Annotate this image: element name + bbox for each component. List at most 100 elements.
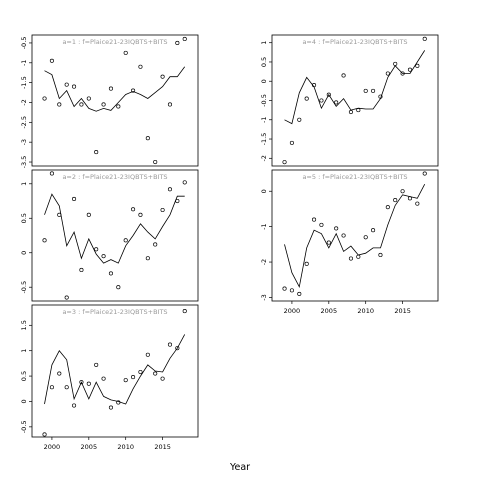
observed-point xyxy=(282,286,287,291)
y-tick-label: 0 xyxy=(260,79,268,83)
observed-point xyxy=(79,267,84,273)
observed-point xyxy=(304,261,309,266)
observed-point xyxy=(356,254,361,259)
observed-point xyxy=(64,385,69,390)
observed-point xyxy=(175,198,180,204)
x-tick-label: 2005 xyxy=(321,307,338,315)
panel-a2: a=2 : f=Plaice21-23IQBTS+BITS -0.5 0 0.5 1 xyxy=(20,169,199,302)
y-tick-label: -2 xyxy=(20,99,28,105)
observed-point xyxy=(341,73,346,78)
observed-point xyxy=(79,102,84,107)
observed-point xyxy=(289,288,294,293)
observed-point xyxy=(319,222,324,227)
observed-point xyxy=(175,346,180,351)
observed-point xyxy=(153,159,158,165)
observed-point xyxy=(42,432,47,437)
y-tick-label: 1 xyxy=(20,349,28,353)
fitted-line xyxy=(44,334,186,405)
observed-point xyxy=(356,108,361,113)
observed-point xyxy=(153,242,158,247)
y-tick-label: -0.5 xyxy=(20,421,28,434)
x-tick-label: 2010 xyxy=(117,443,134,451)
x-tick-label: 2015 xyxy=(154,443,171,451)
observed-point xyxy=(116,285,121,290)
observed-point xyxy=(167,342,173,347)
fitted-line xyxy=(44,66,186,112)
observed-point xyxy=(86,212,91,217)
observed-point xyxy=(57,371,62,376)
observed-point xyxy=(393,61,398,66)
observed-point xyxy=(108,405,113,410)
observed-point xyxy=(312,217,317,222)
observed-point xyxy=(94,150,99,155)
fitted-line xyxy=(284,50,426,125)
observed-point xyxy=(182,180,187,185)
observed-point xyxy=(131,207,136,212)
observed-point xyxy=(348,256,353,261)
observed-point xyxy=(101,254,106,259)
panel-title: a=4 : f=Plaice21-23IQBTS+BITS xyxy=(302,38,407,46)
observed-point xyxy=(385,71,390,76)
observed-point xyxy=(422,36,427,41)
observed-point xyxy=(145,352,150,357)
panel-a1: a=1 : f=Plaice21-23IQBTS+BITS -3.5 -3 -2.5 -… xyxy=(20,34,199,169)
observed-point xyxy=(378,94,383,99)
observed-point xyxy=(49,58,54,63)
observed-point xyxy=(182,309,187,314)
panel-frame xyxy=(271,34,439,167)
observed-point xyxy=(385,205,390,210)
y-tick-label: -0.5 xyxy=(20,281,28,294)
y-tick-label: 0.5 xyxy=(20,371,28,381)
observed-point xyxy=(182,36,187,42)
x-tick-label: 2005 xyxy=(81,443,98,451)
observed-point xyxy=(57,212,62,217)
y-tick-label: -3 xyxy=(20,139,28,145)
x-tick-label: 2015 xyxy=(394,307,411,315)
observed-point xyxy=(153,371,158,376)
observed-point xyxy=(289,140,294,145)
observed-point xyxy=(297,117,302,122)
observed-point xyxy=(415,63,420,68)
observed-point xyxy=(304,96,309,101)
observed-point xyxy=(326,240,331,245)
y-tick-label: -0.5 xyxy=(20,37,28,50)
observed-point xyxy=(407,196,413,201)
observed-point xyxy=(312,83,317,88)
y-tick-label: 0.5 xyxy=(260,57,268,67)
observed-point xyxy=(123,378,128,383)
observed-point xyxy=(297,291,302,296)
observed-point xyxy=(86,381,91,386)
panel-frame xyxy=(31,34,199,167)
x-tick-label: 2010 xyxy=(357,307,374,315)
observed-point xyxy=(363,235,368,240)
y-tick-label: -2 xyxy=(260,155,268,161)
observed-point xyxy=(42,238,47,243)
observed-point xyxy=(326,92,331,97)
y-tick-label: -2.5 xyxy=(20,116,28,129)
observed-point xyxy=(138,212,143,217)
y-tick-label: -3.5 xyxy=(20,156,28,169)
observed-point xyxy=(145,136,150,141)
observed-point xyxy=(407,67,413,72)
observed-point xyxy=(131,375,136,380)
observed-point xyxy=(42,96,47,101)
y-tick-label: 0 xyxy=(260,189,268,193)
observed-point xyxy=(49,385,54,390)
observed-point xyxy=(116,104,121,109)
observed-point xyxy=(334,226,339,231)
observed-point xyxy=(422,171,427,176)
observed-point xyxy=(86,96,91,101)
observed-point xyxy=(400,71,405,76)
observed-point xyxy=(49,171,54,176)
panel-frame xyxy=(31,169,199,302)
observed-point xyxy=(371,228,376,233)
y-tick-label: -2 xyxy=(260,259,268,265)
panel-title: a=2 : f=Plaice21-23IQBTS+BITS xyxy=(62,173,167,181)
observed-point xyxy=(282,160,287,165)
y-tick-label: -3 xyxy=(260,294,268,300)
observed-point xyxy=(57,102,62,107)
y-tick-label: 0.5 xyxy=(20,213,28,223)
panel-title: a=5 : f=Plaice21-23IQBTS+BITS xyxy=(302,173,407,181)
fitted-line xyxy=(44,193,185,264)
